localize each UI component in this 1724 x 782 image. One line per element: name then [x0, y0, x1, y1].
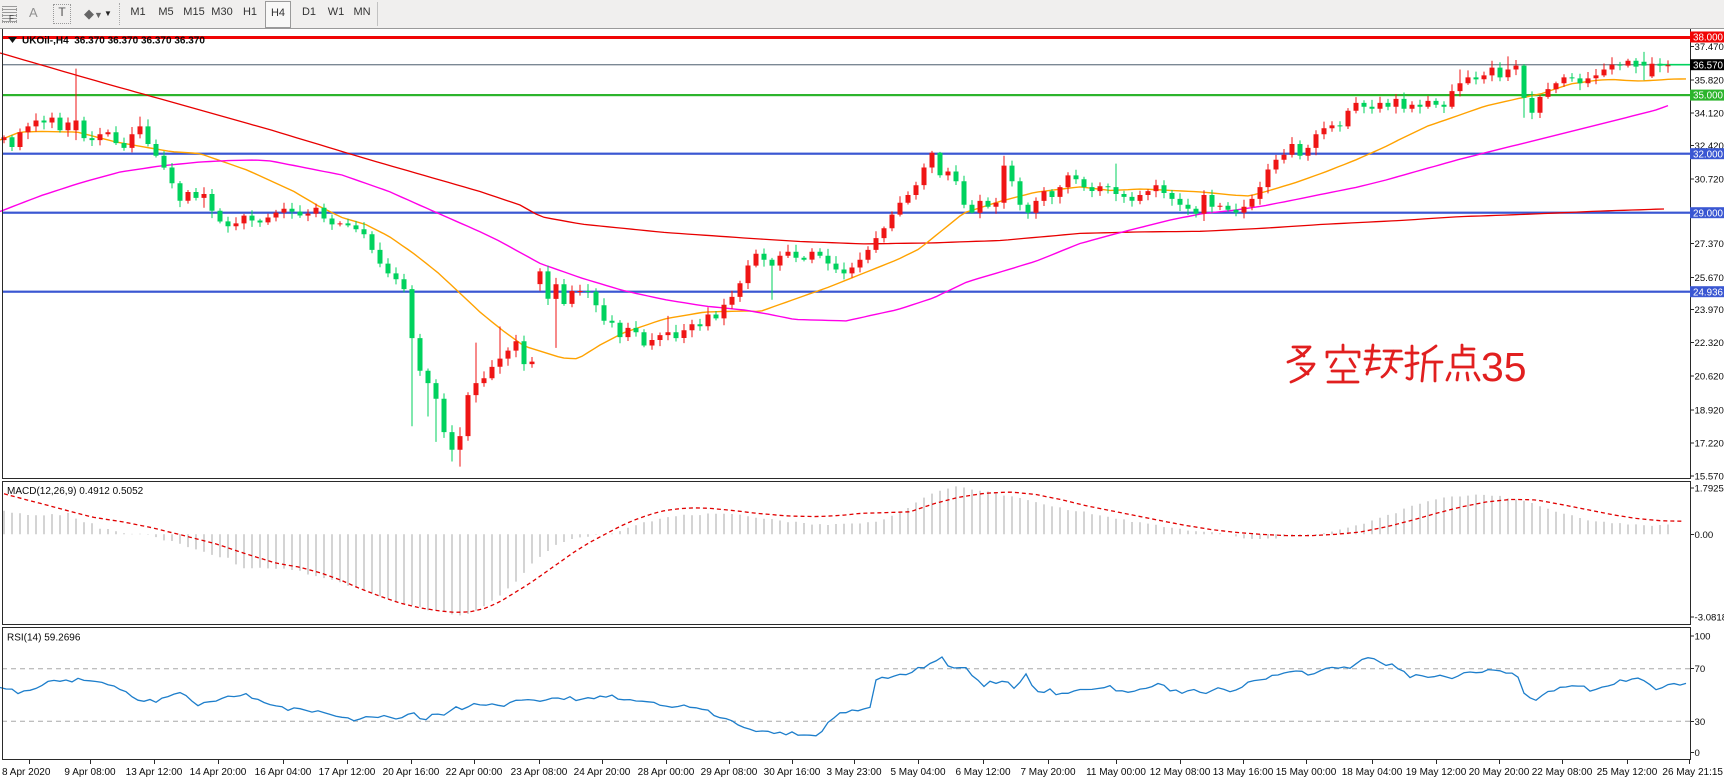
svg-text:16 Apr 04:00: 16 Apr 04:00 — [255, 767, 312, 778]
svg-text:17.220: 17.220 — [1695, 439, 1724, 450]
svg-text:28 Apr 00:00: 28 Apr 00:00 — [638, 767, 695, 778]
svg-text:23.970: 23.970 — [1695, 305, 1724, 316]
svg-text:38.000: 38.000 — [1693, 33, 1724, 44]
svg-text:0.00: 0.00 — [1695, 530, 1714, 541]
svg-text:UKOil-,H4 36.370 36.370 36.37: UKOil-,H4 36.370 36.370 36.370 36.370 — [22, 36, 205, 47]
svg-text:30: 30 — [1695, 717, 1706, 728]
svg-text:29 Apr 08:00: 29 Apr 08:00 — [701, 767, 758, 778]
svg-text:RSI(14) 59.2696: RSI(14) 59.2696 — [7, 633, 81, 644]
svg-text:9 Apr 08:00: 9 Apr 08:00 — [64, 767, 116, 778]
svg-text:35.000: 35.000 — [1693, 91, 1724, 102]
svg-text:22 Apr 00:00: 22 Apr 00:00 — [446, 767, 503, 778]
svg-text:12 May 08:00: 12 May 08:00 — [1150, 767, 1211, 778]
svg-text:70: 70 — [1695, 664, 1706, 675]
svg-text:0: 0 — [1695, 748, 1700, 759]
svg-text:24.936: 24.936 — [1693, 287, 1724, 298]
svg-text:19 May 12:00: 19 May 12:00 — [1406, 767, 1467, 778]
svg-text:27.370: 27.370 — [1695, 239, 1724, 250]
svg-text:35: 35 — [1481, 344, 1527, 390]
svg-text:MACD(12,26,9) 0.4912 0.5052: MACD(12,26,9) 0.4912 0.5052 — [7, 486, 144, 497]
svg-text:13 May 16:00: 13 May 16:00 — [1213, 767, 1274, 778]
svg-text:1.7925: 1.7925 — [1695, 483, 1724, 494]
svg-text:30 Apr 16:00: 30 Apr 16:00 — [764, 767, 821, 778]
svg-text:5 May 04:00: 5 May 04:00 — [890, 767, 945, 778]
svg-text:20 Apr 16:00: 20 Apr 16:00 — [383, 767, 440, 778]
svg-text:13 Apr 12:00: 13 Apr 12:00 — [126, 767, 183, 778]
svg-text:17 Apr 12:00: 17 Apr 12:00 — [319, 767, 376, 778]
svg-text:22.320: 22.320 — [1695, 338, 1724, 349]
svg-text:14 Apr 20:00: 14 Apr 20:00 — [190, 767, 247, 778]
svg-text:3 May 23:00: 3 May 23:00 — [826, 767, 881, 778]
svg-text:22 May 08:00: 22 May 08:00 — [1532, 767, 1593, 778]
svg-text:25 May 12:00: 25 May 12:00 — [1597, 767, 1658, 778]
svg-text:34.120: 34.120 — [1695, 109, 1724, 120]
svg-text:32.000: 32.000 — [1693, 149, 1724, 160]
svg-text:-3.0818: -3.0818 — [1695, 613, 1724, 624]
svg-text:11 May 00:00: 11 May 00:00 — [1086, 767, 1146, 778]
svg-text:23 Apr 08:00: 23 Apr 08:00 — [511, 767, 568, 778]
svg-text:35.820: 35.820 — [1695, 76, 1724, 87]
svg-text:8 Apr 2020: 8 Apr 2020 — [2, 767, 51, 778]
svg-text:6 May 12:00: 6 May 12:00 — [955, 767, 1010, 778]
svg-text:37.470: 37.470 — [1695, 42, 1724, 53]
svg-text:29.000: 29.000 — [1693, 208, 1724, 219]
svg-text:15.570: 15.570 — [1695, 471, 1724, 482]
svg-text:18 May 04:00: 18 May 04:00 — [1342, 767, 1403, 778]
svg-text:32.420: 32.420 — [1695, 141, 1724, 152]
svg-text:26 May 21:15: 26 May 21:15 — [1662, 767, 1723, 778]
svg-text:100: 100 — [1695, 632, 1711, 643]
svg-text:20.620: 20.620 — [1695, 371, 1724, 382]
svg-text:30.720: 30.720 — [1695, 174, 1724, 185]
svg-text:25.670: 25.670 — [1695, 273, 1724, 284]
svg-text:24 Apr 20:00: 24 Apr 20:00 — [574, 767, 631, 778]
svg-text:7 May 20:00: 7 May 20:00 — [1020, 767, 1075, 778]
svg-text:18.920: 18.920 — [1695, 406, 1724, 417]
svg-text:36.570: 36.570 — [1693, 60, 1724, 71]
svg-text:20 May 20:00: 20 May 20:00 — [1469, 767, 1530, 778]
svg-text:15 May 00:00: 15 May 00:00 — [1276, 767, 1337, 778]
